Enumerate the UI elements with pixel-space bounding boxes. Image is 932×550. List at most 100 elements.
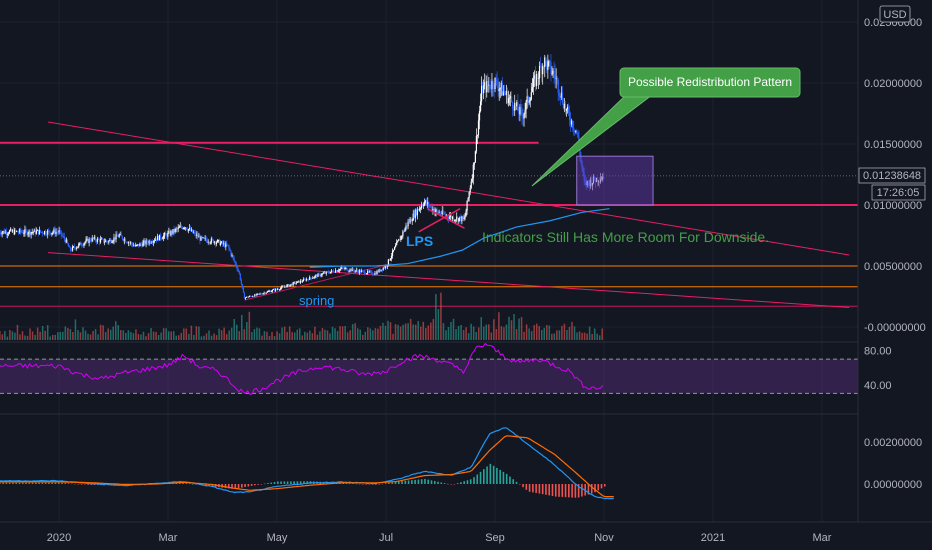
macd-histogram-bar (293, 481, 295, 484)
volume-bar (283, 326, 286, 340)
macd-histogram-bar (352, 483, 354, 485)
candle-body (350, 269, 352, 272)
volume-bar (387, 320, 389, 340)
macd-histogram-bar (381, 483, 384, 485)
candle-body (530, 92, 532, 100)
trendline[interactable] (244, 263, 392, 301)
candle-body (198, 236, 200, 238)
macd-histogram-bar (358, 483, 361, 485)
candle-body (513, 108, 515, 111)
candle-body (590, 179, 592, 186)
macd-histogram-bar (397, 481, 400, 484)
candle-body (334, 270, 337, 273)
candle-body (303, 279, 306, 280)
candle-body (10, 229, 13, 232)
candle-body (173, 229, 175, 233)
macd-histogram-bar (41, 482, 44, 484)
candle-body (333, 272, 336, 273)
volume-bar (430, 322, 432, 340)
candle-body (70, 250, 73, 252)
volume-bar (271, 332, 273, 340)
trendline[interactable] (48, 121, 850, 256)
candle-body (260, 293, 262, 295)
volume-bar (92, 331, 94, 340)
volume-bar (367, 327, 369, 340)
volume-bar (120, 330, 122, 340)
volume-bar (508, 316, 510, 340)
candle-body (135, 244, 137, 247)
candle-body (440, 213, 442, 215)
volume-bar (437, 309, 440, 340)
candle-body (124, 238, 126, 242)
candle-body (104, 241, 106, 243)
volume-bar (397, 324, 399, 340)
rsi-pane[interactable] (0, 342, 858, 395)
candle-body (39, 229, 42, 232)
candle-body (455, 219, 457, 221)
candle-body (378, 269, 380, 273)
volume-bar (568, 326, 571, 340)
rsi-tick-label: 80.00 (864, 346, 892, 358)
candle-body (96, 238, 99, 242)
candle-body (485, 82, 487, 93)
callout-box[interactable] (619, 67, 801, 98)
trendline[interactable] (48, 252, 850, 308)
volume-bar (412, 324, 414, 340)
volume-bar (281, 327, 283, 340)
candle-body (206, 240, 208, 243)
candle-body (353, 270, 355, 272)
macd-histogram-bar (532, 484, 534, 493)
volume-bar (311, 333, 314, 340)
candle-body (229, 248, 231, 251)
candle-body (272, 289, 275, 291)
candle-body (412, 213, 414, 221)
candle-body (235, 263, 237, 267)
candle-body (41, 231, 44, 234)
macd-histogram-bar (525, 484, 528, 490)
currency-badge[interactable] (879, 5, 911, 23)
volume-bar (26, 335, 29, 340)
candle-body (24, 229, 26, 234)
candle-body (18, 232, 20, 233)
volume-bar (414, 324, 417, 340)
candle-body (183, 227, 186, 229)
time-axis[interactable]: 2020 Mar May Jul Sep Nov 2021 Mar (47, 532, 832, 544)
candle-body (375, 272, 377, 275)
price-axis[interactable]: 0.025000000.020000000.015000000.01000000… (864, 17, 926, 491)
candle-body (75, 247, 77, 249)
candle-body (540, 65, 542, 67)
candle-body (225, 243, 227, 248)
candle-body (121, 236, 123, 240)
candle-body (391, 250, 394, 256)
candle-body (271, 289, 274, 292)
candle-body (526, 96, 528, 102)
candle-body (46, 234, 48, 235)
candle-body (38, 229, 41, 235)
redistribution-box[interactable] (576, 155, 654, 206)
candle-body (505, 90, 508, 95)
price-pane[interactable] (0, 54, 858, 308)
macd-pane[interactable] (0, 427, 614, 500)
candle-body (307, 279, 309, 280)
macd-histogram-bar (384, 483, 387, 484)
volume-bar (480, 317, 483, 340)
time-tick-label: Nov (594, 532, 614, 544)
volume-bar (0, 330, 1, 340)
volume-bar (543, 327, 546, 340)
volume-bar (44, 330, 46, 340)
candle-body (6, 234, 8, 235)
candle-body (185, 227, 188, 230)
candle-body (451, 216, 454, 219)
candle-body (296, 281, 298, 283)
macd-histogram-bar (208, 484, 210, 487)
volume-bar (185, 328, 188, 340)
candle-body (392, 249, 395, 251)
volume-bar (525, 324, 528, 340)
macd-histogram-bar (260, 484, 263, 485)
volume-bar (190, 325, 193, 340)
candle-body (245, 296, 248, 298)
volume-bar (263, 331, 266, 340)
candle-body (35, 230, 37, 234)
volume-bar (172, 331, 175, 340)
